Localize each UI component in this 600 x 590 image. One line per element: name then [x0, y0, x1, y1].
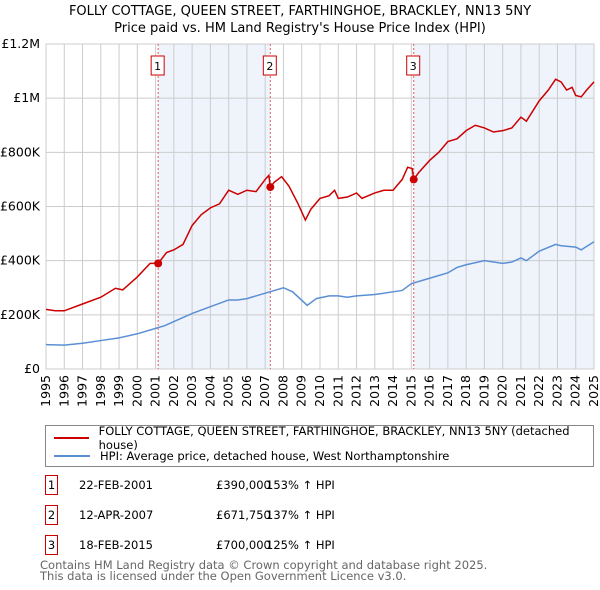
sale-badge: 2 — [45, 505, 58, 525]
sale-price: £671,750 — [216, 508, 271, 522]
price-chart: 1995 1996 1997 1998 1999 2000 2001 2002 2003 2004… — [0, 36, 600, 407]
legend-swatch-property — [54, 437, 89, 439]
x-tick-label: 2012 — [349, 375, 364, 407]
sale-date: 18-FEB-2015 — [79, 538, 153, 552]
sale-marker-box — [262, 55, 277, 76]
series-line — [45, 241, 595, 346]
y-tick-label: £400K — [0, 253, 41, 268]
y-tick-label: £800K — [0, 144, 41, 159]
sale-marker-label: 3 — [410, 60, 417, 73]
sale-price: £390,000 — [216, 478, 271, 492]
sale-badge: 3 — [45, 535, 58, 555]
y-tick-label: £200K — [0, 307, 41, 322]
sale-badge: 1 — [45, 475, 58, 495]
y-tick-label: £600K — [0, 199, 41, 214]
x-tick-label: 2004 — [202, 375, 217, 407]
sale-hpi: 137% ↑ HPI — [266, 508, 335, 522]
x-tick-label: 2015 — [403, 375, 418, 407]
sale-hpi: 153% ↑ HPI — [266, 478, 335, 492]
sale-marker-label: 2 — [266, 60, 273, 73]
legend-label-hpi: HPI: Average price, detached house, West… — [100, 449, 450, 463]
legend-item-hpi: HPI: Average price, detached house, West… — [54, 448, 449, 464]
x-tick-label: 2024 — [568, 375, 583, 407]
x-tick-label: 2020 — [495, 375, 510, 407]
footer-licence: This data is licensed under the Open Gov… — [40, 569, 407, 583]
legend-label-property: FOLLY COTTAGE, QUEEN STREET, FARTHINGHOE… — [98, 424, 570, 452]
x-tick-label: 2021 — [513, 375, 528, 407]
x-tick-label: 1998 — [93, 375, 108, 407]
series-line — [45, 78, 595, 312]
sale-hpi: 125% ↑ HPI — [266, 538, 335, 552]
x-tick-label: 2009 — [294, 375, 309, 407]
chart-subtitle: Price paid vs. HM Land Registry's House … — [114, 21, 486, 36]
x-tick-label: 2005 — [221, 375, 236, 407]
x-tick-label: 2011 — [330, 375, 345, 407]
y-tick-label: £0 — [24, 361, 40, 376]
x-tick-label: 2000 — [129, 375, 144, 407]
sale-point — [154, 259, 163, 268]
x-tick-label: 2003 — [184, 375, 199, 407]
footer: Contains HM Land Registry data © Crown c… — [40, 558, 488, 583]
x-tick-label: 1999 — [111, 375, 126, 407]
chart-title: FOLLY COTTAGE, QUEEN STREET, FARTHINGHOE… — [68, 4, 532, 19]
plot-frame — [45, 43, 595, 370]
x-tick-label: 2016 — [422, 375, 437, 407]
x-tick-label: 2006 — [239, 375, 254, 407]
x-tick-label: 2007 — [257, 375, 272, 407]
x-tick-label: 2014 — [385, 375, 400, 407]
x-tick-label: 2001 — [148, 375, 163, 407]
sale-marker-label: 1 — [154, 60, 161, 73]
sale-marker-box — [150, 55, 165, 76]
sale-date: 22-FEB-2001 — [79, 478, 153, 492]
x-tick-label: 2022 — [531, 375, 546, 407]
footer-copyright: Contains HM Land Registry data © Crown c… — [40, 558, 488, 572]
x-tick-label: 1997 — [75, 375, 90, 407]
x-tick-label: 2002 — [166, 375, 181, 407]
x-tick-label: 2017 — [440, 375, 455, 407]
x-tick-label: 2023 — [549, 375, 564, 407]
x-tick-label: 1996 — [56, 375, 71, 407]
y-tick-label: £1M — [13, 90, 40, 105]
x-tick-label: 2025 — [586, 375, 600, 407]
sale-marker-box — [406, 55, 421, 76]
sale-date: 12-APR-2007 — [79, 508, 154, 522]
x-tick-label: 2010 — [312, 375, 327, 407]
x-tick-label: 1995 — [38, 375, 53, 407]
x-tick-label: 2019 — [476, 375, 491, 407]
sale-point — [409, 175, 418, 184]
x-tick-label: 2013 — [367, 375, 382, 407]
sale-point — [266, 183, 275, 192]
y-tick-label: £1.2M — [1, 36, 40, 51]
legend: FOLLY COTTAGE, QUEEN STREET, FARTHINGHOE… — [45, 424, 594, 467]
legend-swatch-hpi — [54, 455, 90, 457]
sale-price: £700,000 — [216, 538, 271, 552]
x-tick-label: 2018 — [458, 375, 473, 407]
legend-item-property: FOLLY COTTAGE, QUEEN STREET, FARTHINGHOE… — [54, 424, 593, 452]
x-tick-label: 2008 — [275, 375, 290, 407]
